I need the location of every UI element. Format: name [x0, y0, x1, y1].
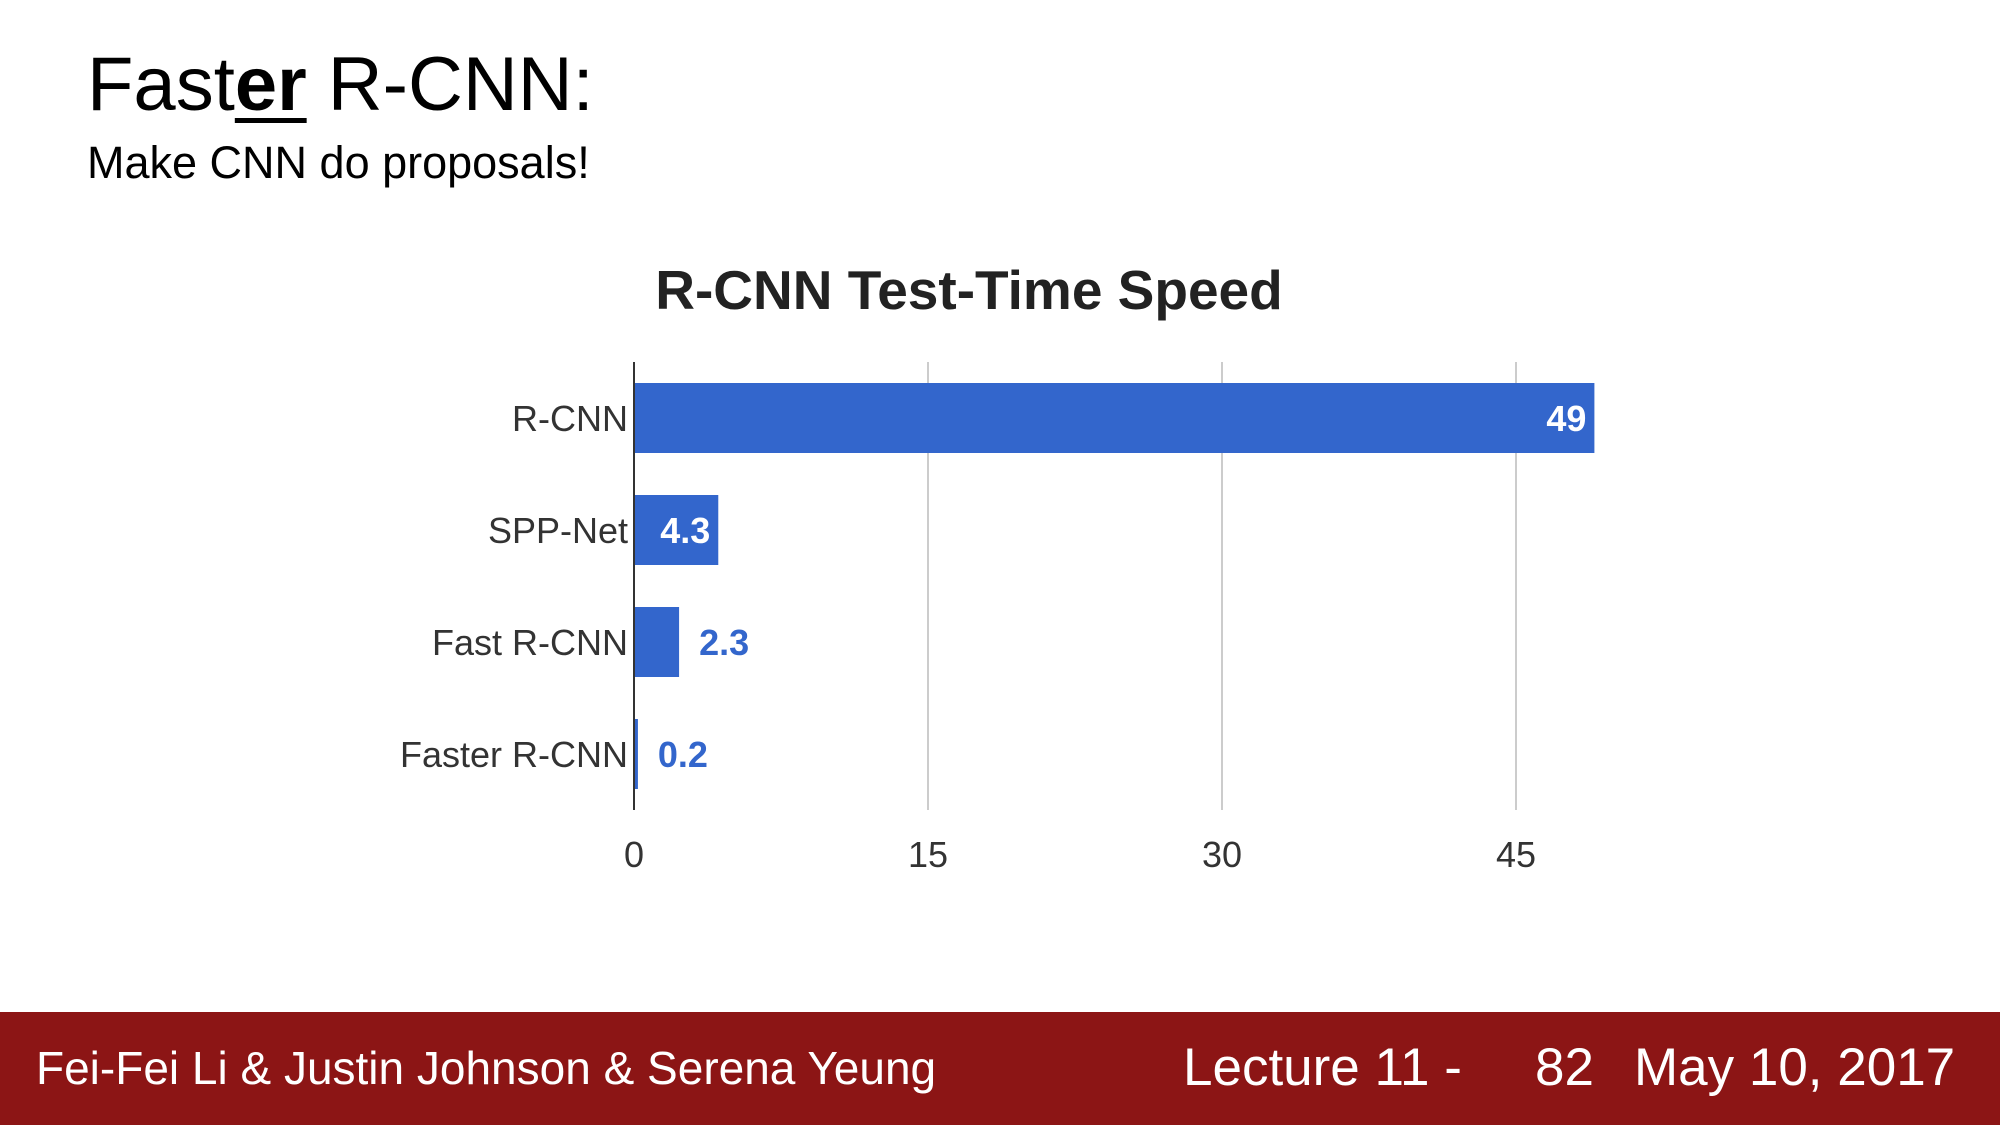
slide-subtitle: Make CNN do proposals! — [87, 137, 590, 188]
footer-lecture: Lecture 11 - — [1183, 1038, 1462, 1097]
category-label: R-CNN — [512, 398, 628, 439]
bar-data-label: 2.3 — [699, 622, 749, 663]
bar — [634, 495, 719, 565]
slide-title-prefix: Fast — [87, 42, 235, 127]
bar-data-label: 49 — [1546, 398, 1586, 439]
x-tick-label: 45 — [1496, 834, 1536, 875]
bar-chart: R-CNN Test-Time Speed 49 4.3 2.3 0.2 R-CNN S… — [400, 259, 1595, 875]
chart-title: R-CNN Test-Time Speed — [655, 259, 1283, 321]
bars: 49 4.3 2.3 0.2 — [634, 383, 1595, 789]
footer-page-number: 82 — [1535, 1038, 1594, 1097]
footer-date: May 10, 2017 — [1634, 1038, 1956, 1097]
category-label: Faster R-CNN — [400, 734, 628, 775]
slide-title-suffix: R-CNN: — [306, 42, 594, 127]
category-label: Fast R-CNN — [432, 622, 628, 663]
category-labels: R-CNN SPP-Net Fast R-CNN Faster R-CNN — [400, 398, 628, 775]
bar-data-label: 0.2 — [658, 734, 708, 775]
slide-title-emphasis: er — [234, 42, 307, 127]
footer-bar: Fei-Fei Li & Justin Johnson & Serena Yeu… — [0, 1012, 2000, 1125]
x-tick-label: 15 — [908, 834, 948, 875]
x-axis-tick-labels: 0 15 30 45 — [624, 834, 1536, 875]
x-tick-label: 0 — [624, 834, 644, 875]
footer-authors: Fei-Fei Li & Justin Johnson & Serena Yeu… — [36, 1042, 937, 1094]
bar — [634, 383, 1595, 453]
bar — [634, 607, 680, 677]
category-label: SPP-Net — [488, 510, 628, 551]
bar-data-label: 4.3 — [660, 510, 710, 551]
x-tick-label: 30 — [1202, 834, 1242, 875]
slide-title: Faster R-CNN: — [87, 40, 594, 130]
bar — [634, 719, 638, 789]
